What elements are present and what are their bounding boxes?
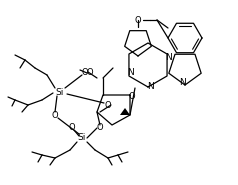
Text: O: O bbox=[135, 16, 141, 24]
Text: O: O bbox=[97, 124, 103, 132]
Text: N: N bbox=[179, 78, 185, 87]
Text: Si: Si bbox=[56, 88, 64, 97]
Text: N: N bbox=[165, 53, 171, 61]
Text: O: O bbox=[105, 100, 111, 110]
Text: O: O bbox=[129, 92, 135, 100]
Polygon shape bbox=[120, 108, 130, 115]
Text: O: O bbox=[82, 68, 88, 77]
Text: Si: Si bbox=[78, 134, 86, 142]
Text: O: O bbox=[87, 68, 93, 77]
Text: N: N bbox=[147, 82, 153, 90]
Text: O: O bbox=[52, 110, 58, 120]
Text: N: N bbox=[128, 68, 134, 77]
Text: O: O bbox=[69, 124, 75, 132]
